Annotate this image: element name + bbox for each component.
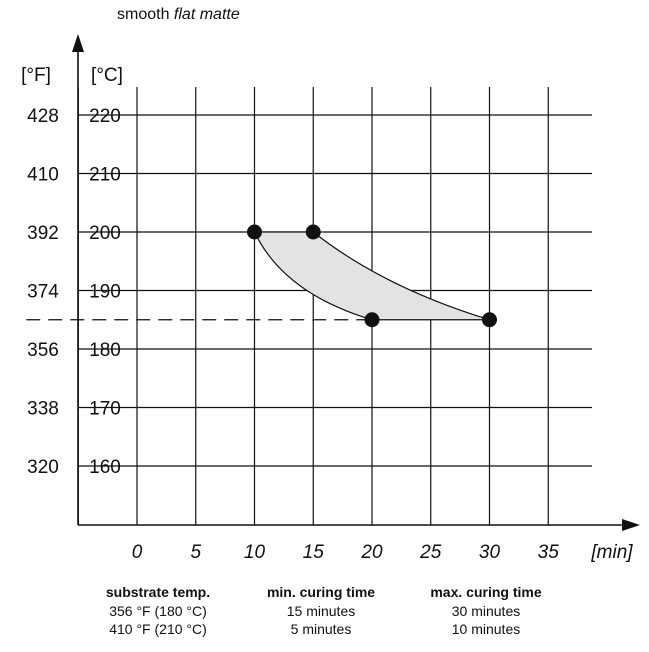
table-cell: 410 °F (210 °C) (109, 621, 207, 637)
table-cell: 5 minutes (290, 621, 352, 637)
x-tick-label: 15 (303, 542, 325, 563)
x-tick-label: 20 (360, 542, 383, 563)
table-cell: 15 minutes (286, 603, 356, 619)
y-tick-label-fahrenheit: 392 (27, 223, 59, 244)
table-row: 410 °F (210 °C) 5 minutes 10 minutes (80, 620, 566, 638)
axes (26, 34, 640, 531)
data-point (305, 224, 321, 240)
x-tick-label: 35 (538, 542, 560, 563)
y-tick-label-celsius: 160 (89, 457, 121, 478)
chart-title-text: smooth (117, 6, 174, 23)
curing-area (247, 224, 497, 328)
x-tick-label: 0 (132, 542, 143, 563)
table-row: 356 °F (180 °C) 15 minutes 30 minutes (80, 602, 566, 620)
y-tick-label-fahrenheit: 410 (27, 165, 59, 186)
data-point (482, 312, 497, 328)
x-tick-label: 5 (190, 542, 201, 563)
y-axis-label-celsius: [°C] (91, 65, 123, 86)
table-header: max. curing time (430, 584, 542, 600)
x-axis-label: [min] (590, 542, 633, 563)
table-header: substrate temp. (105, 584, 211, 600)
y-tick-label-celsius: 170 (89, 399, 121, 420)
table-cell: 10 minutes (451, 621, 521, 637)
y-tick-label-celsius: 210 (89, 165, 121, 186)
chart-title-emphasis: flat matte (173, 6, 240, 23)
y-tick-label-fahrenheit: 356 (27, 340, 59, 361)
x-tick-label: 30 (479, 542, 501, 563)
y-tick-label-fahrenheit: 320 (27, 457, 59, 478)
curing-chart: 1601701801902002102203203383563743924104… (21, 34, 640, 563)
table-header: min. curing time (266, 584, 376, 600)
x-tick-label: 10 (244, 542, 266, 563)
x-tick-label: 25 (419, 542, 442, 563)
y-tick-label-fahrenheit: 338 (27, 399, 59, 420)
axis-labels: 1601701801902002102203203383563743924104… (21, 65, 633, 563)
y-tick-label-celsius: 200 (89, 223, 121, 244)
data-point (247, 224, 262, 240)
table-cell: 356 °F (180 °C) (109, 603, 207, 619)
x-axis-arrow-icon (622, 519, 640, 531)
curing-table: substrate temp. min. curing time max. cu… (80, 584, 566, 638)
table-cell: 30 minutes (451, 603, 521, 619)
grid (77, 87, 592, 525)
table-header-row: substrate temp. min. curing time max. cu… (80, 584, 566, 602)
y-tick-label-celsius: 180 (89, 340, 121, 361)
y-tick-label-celsius: 190 (89, 282, 121, 303)
y-tick-label-celsius: 220 (89, 106, 121, 127)
y-tick-label-fahrenheit: 374 (27, 282, 59, 303)
data-point (364, 312, 380, 328)
chart-title: smooth flat matte (117, 6, 240, 24)
y-axis-label-fahrenheit: [°F] (21, 65, 51, 86)
y-axis-arrow-icon (72, 34, 84, 52)
y-tick-label-fahrenheit: 428 (27, 106, 59, 127)
